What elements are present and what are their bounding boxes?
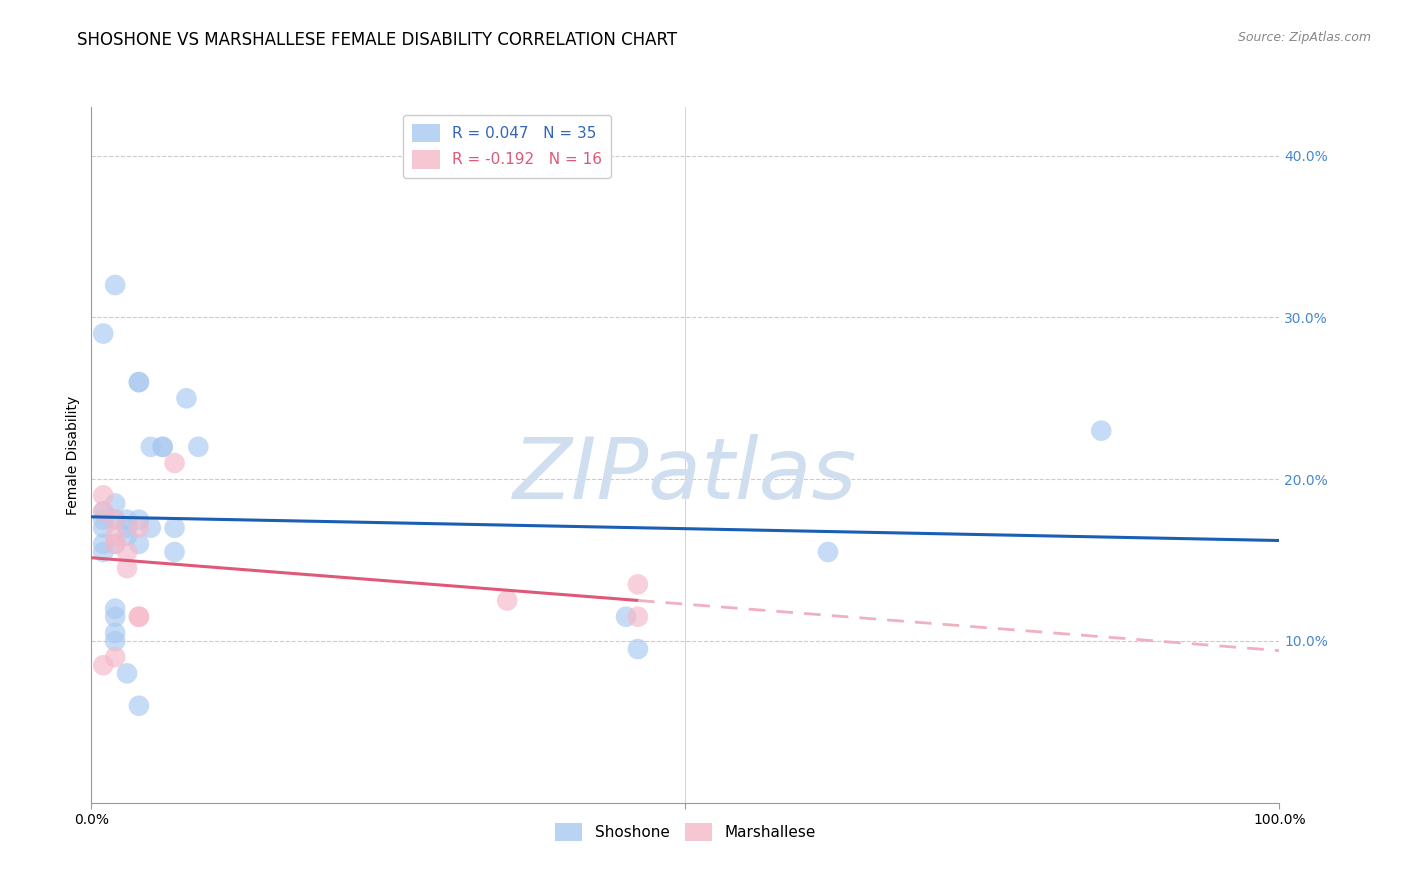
Text: Source: ZipAtlas.com: Source: ZipAtlas.com — [1237, 31, 1371, 45]
Point — [176, 392, 198, 406]
Text: ZIPatlas: ZIPatlas — [513, 434, 858, 517]
Point — [187, 440, 209, 454]
Point — [128, 513, 150, 527]
Point — [1090, 424, 1112, 438]
Point — [115, 545, 138, 559]
Point — [128, 521, 150, 535]
Point — [496, 593, 519, 607]
Point — [104, 634, 127, 648]
Point — [91, 537, 114, 551]
Point — [128, 537, 150, 551]
Point — [163, 456, 186, 470]
Point — [115, 666, 138, 681]
Point — [104, 537, 127, 551]
Point — [128, 375, 150, 389]
Point — [104, 513, 127, 527]
Point — [163, 545, 186, 559]
Point — [104, 626, 127, 640]
Text: SHOSHONE VS MARSHALLESE FEMALE DISABILITY CORRELATION CHART: SHOSHONE VS MARSHALLESE FEMALE DISABILIT… — [77, 31, 678, 49]
Point — [91, 504, 114, 518]
Point — [104, 496, 127, 510]
Point — [91, 504, 114, 518]
Point — [152, 440, 174, 454]
Point — [614, 609, 637, 624]
Point — [627, 642, 650, 657]
Point — [115, 561, 138, 575]
Point — [91, 513, 114, 527]
Legend: Shoshone, Marshallese: Shoshone, Marshallese — [548, 816, 823, 847]
Point — [91, 545, 114, 559]
Point — [91, 488, 114, 502]
Point — [139, 440, 162, 454]
Point — [104, 537, 127, 551]
Point — [104, 601, 127, 615]
Point — [115, 513, 138, 527]
Point — [627, 577, 650, 591]
Point — [115, 529, 138, 543]
Point — [91, 521, 114, 535]
Point — [104, 513, 127, 527]
Point — [91, 658, 114, 673]
Point — [115, 521, 138, 535]
Point — [104, 278, 127, 293]
Point — [163, 521, 186, 535]
Point — [104, 529, 127, 543]
Y-axis label: Female Disability: Female Disability — [66, 395, 80, 515]
Point — [152, 440, 174, 454]
Point — [128, 609, 150, 624]
Point — [128, 609, 150, 624]
Point — [817, 545, 839, 559]
Point — [104, 609, 127, 624]
Point — [139, 521, 162, 535]
Point — [627, 609, 650, 624]
Point — [91, 326, 114, 341]
Point — [128, 698, 150, 713]
Point — [128, 375, 150, 389]
Point — [104, 650, 127, 665]
